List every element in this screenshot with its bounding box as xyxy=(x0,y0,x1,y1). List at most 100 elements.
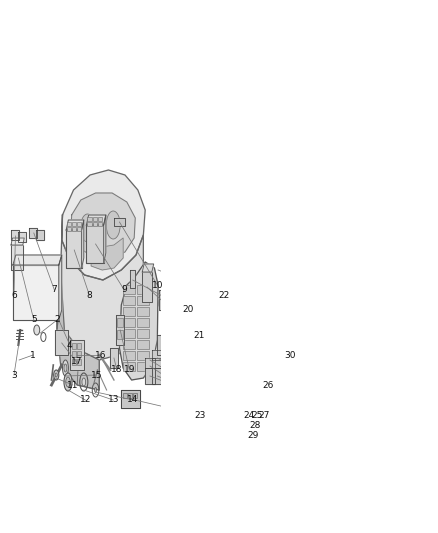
Bar xyxy=(72,359,76,365)
Bar xyxy=(137,296,149,305)
Polygon shape xyxy=(152,358,161,368)
Text: 13: 13 xyxy=(107,395,119,405)
Bar xyxy=(77,351,81,357)
Polygon shape xyxy=(57,270,60,330)
Bar xyxy=(88,217,92,221)
Polygon shape xyxy=(11,230,19,240)
Text: 17: 17 xyxy=(71,358,82,367)
Polygon shape xyxy=(13,265,59,320)
Bar xyxy=(72,343,76,349)
Polygon shape xyxy=(157,335,165,355)
Bar xyxy=(13,265,59,280)
Bar xyxy=(134,393,138,398)
Polygon shape xyxy=(13,255,62,265)
Bar xyxy=(137,329,149,338)
Polygon shape xyxy=(152,368,162,384)
Bar xyxy=(123,340,135,349)
Text: 22: 22 xyxy=(218,290,229,300)
Polygon shape xyxy=(130,270,135,288)
Text: 23: 23 xyxy=(194,410,205,419)
Polygon shape xyxy=(66,220,84,230)
Text: 24: 24 xyxy=(244,410,255,419)
Text: 8: 8 xyxy=(86,290,92,300)
Text: 19: 19 xyxy=(124,366,135,375)
Bar xyxy=(77,343,81,349)
Bar xyxy=(92,217,97,221)
Bar xyxy=(67,222,71,226)
Text: 3: 3 xyxy=(11,370,17,379)
Bar xyxy=(72,222,76,226)
Bar xyxy=(123,318,135,327)
Polygon shape xyxy=(11,245,23,270)
Bar xyxy=(13,280,59,295)
Ellipse shape xyxy=(95,387,96,392)
Ellipse shape xyxy=(64,364,67,372)
Polygon shape xyxy=(142,264,154,272)
Text: 28: 28 xyxy=(249,421,261,430)
Bar xyxy=(117,318,123,327)
Bar xyxy=(123,393,127,398)
Polygon shape xyxy=(145,358,155,368)
Text: 9: 9 xyxy=(121,286,127,295)
Polygon shape xyxy=(59,255,62,320)
Polygon shape xyxy=(152,350,161,360)
Text: 1: 1 xyxy=(30,351,36,359)
Polygon shape xyxy=(145,368,155,384)
Text: 18: 18 xyxy=(111,366,123,375)
Bar xyxy=(123,362,135,371)
Ellipse shape xyxy=(34,325,40,335)
Text: 5: 5 xyxy=(31,316,37,325)
Bar xyxy=(77,227,81,231)
Text: 10: 10 xyxy=(152,280,163,289)
Bar xyxy=(98,222,102,226)
Bar xyxy=(123,307,135,316)
Text: 7: 7 xyxy=(52,286,57,295)
Text: 26: 26 xyxy=(262,381,273,390)
Polygon shape xyxy=(57,270,99,390)
Text: 16: 16 xyxy=(95,351,106,359)
Text: 12: 12 xyxy=(80,395,91,405)
Bar xyxy=(137,307,149,316)
Ellipse shape xyxy=(81,214,95,242)
Text: 21: 21 xyxy=(194,330,205,340)
Polygon shape xyxy=(86,225,104,263)
Polygon shape xyxy=(116,315,124,345)
Polygon shape xyxy=(104,215,106,263)
Text: 11: 11 xyxy=(67,381,78,390)
Polygon shape xyxy=(77,350,99,390)
Text: 27: 27 xyxy=(258,410,270,419)
Bar xyxy=(137,340,149,349)
Polygon shape xyxy=(121,390,140,408)
Text: 14: 14 xyxy=(127,395,139,405)
Bar xyxy=(137,351,149,360)
Polygon shape xyxy=(70,340,84,370)
Polygon shape xyxy=(91,238,123,270)
Bar xyxy=(137,285,149,294)
Text: 25: 25 xyxy=(251,410,262,419)
Text: 15: 15 xyxy=(91,370,102,379)
Ellipse shape xyxy=(106,211,120,239)
Bar xyxy=(123,329,135,338)
Bar xyxy=(77,359,81,365)
Ellipse shape xyxy=(159,297,163,309)
Bar xyxy=(117,330,123,339)
Bar xyxy=(98,217,102,221)
Ellipse shape xyxy=(66,377,70,387)
Bar xyxy=(88,222,92,226)
Polygon shape xyxy=(81,220,84,268)
Ellipse shape xyxy=(63,360,68,376)
Polygon shape xyxy=(29,228,38,238)
Bar xyxy=(123,296,135,305)
Polygon shape xyxy=(120,262,158,380)
Bar xyxy=(77,222,81,226)
Polygon shape xyxy=(11,238,24,245)
Polygon shape xyxy=(36,230,44,240)
Bar xyxy=(72,227,76,231)
Polygon shape xyxy=(114,218,125,226)
Bar xyxy=(137,362,149,371)
Text: 29: 29 xyxy=(247,431,258,440)
Polygon shape xyxy=(18,232,26,242)
Polygon shape xyxy=(62,170,145,280)
Polygon shape xyxy=(55,330,68,355)
Ellipse shape xyxy=(55,373,57,377)
